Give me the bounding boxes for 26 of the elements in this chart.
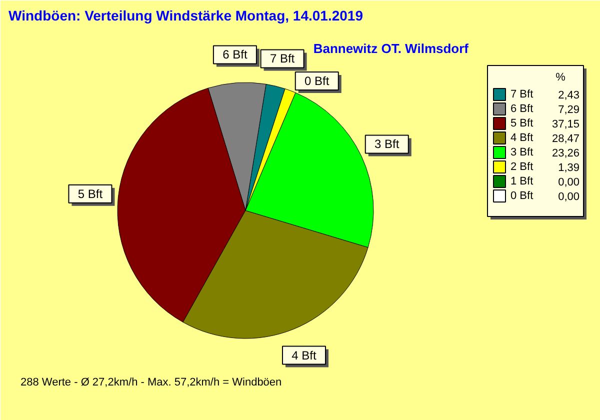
slice-label: 7 Bft bbox=[270, 52, 296, 66]
legend-label: 3 Bft bbox=[510, 146, 534, 158]
slice-label: 5 Bft bbox=[78, 186, 104, 201]
data-label: 7,29 bbox=[558, 104, 580, 116]
slice-label: 3 Bft bbox=[374, 137, 400, 152]
data-label: 23,26 bbox=[552, 148, 580, 160]
data-label: 37,15 bbox=[552, 118, 580, 130]
text: 0,00 bbox=[558, 176, 580, 188]
text: 288 Werte - Ø 27,2km/h - Max. 57,2km/h = Windböen bbox=[20, 376, 282, 388]
category-label: 0 Bft bbox=[304, 74, 330, 88]
legend-label: 0 Bft bbox=[510, 190, 534, 202]
data-label: 28,47 bbox=[552, 133, 580, 145]
text: 0,00 bbox=[558, 191, 580, 203]
legend-label: 7 Bft bbox=[510, 88, 534, 100]
legend-title: % bbox=[556, 72, 566, 84]
chart-subtitle: Bannewitz OT. Wilmsdorf bbox=[313, 41, 470, 56]
legend-label: 4 Bft bbox=[510, 132, 534, 144]
data-label: 1,39 bbox=[558, 162, 580, 174]
chart-title: Windböen: Verteilung Windstärke Montag, 14.01.2019 bbox=[8, 8, 364, 24]
slice-label: 6 Bft bbox=[222, 48, 248, 62]
legend-label: 5 Bft bbox=[510, 118, 534, 130]
legend-label: 1 Bft bbox=[510, 176, 534, 188]
data-label: 2,43 bbox=[558, 90, 580, 102]
legend-label: 2 Bft bbox=[510, 161, 534, 173]
legend-label: 6 Bft bbox=[510, 103, 534, 115]
slice-label: 4 Bft bbox=[292, 348, 318, 362]
